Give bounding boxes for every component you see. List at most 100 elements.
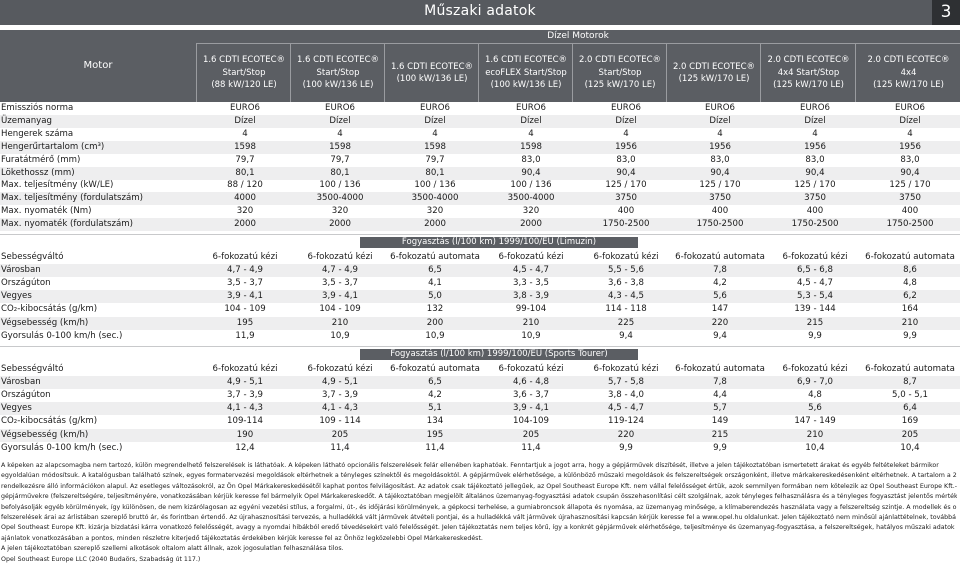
table-cell: 6-fokozatú automata: [675, 364, 765, 374]
engine-column-line: (100 kW/136 LE): [396, 74, 468, 84]
table-cell: Dízel: [804, 115, 826, 126]
table-cell: Dízel: [234, 115, 256, 126]
table-cell: 1598: [234, 141, 256, 152]
engine-column-line: (100 kW/136 LE): [490, 80, 562, 91]
disclaimer-line: befolyásolják egyéb körülmények, így kül…: [1, 503, 957, 511]
table-cell: 4: [717, 128, 723, 139]
table-row: Sebességváltó 6-fokozatú kézi 6-fokozatú k…: [0, 363, 960, 376]
row-label: Vegyes: [1, 403, 32, 414]
table-cell: 4,5 - 4,7: [513, 265, 549, 276]
table-cell: 320: [236, 206, 254, 217]
table-cell: 320: [426, 206, 444, 217]
table-cell: 104 - 109: [224, 304, 266, 315]
table-cell: 11,4: [330, 442, 350, 453]
table-cell: 210: [522, 317, 540, 328]
table-cell: 4: [432, 128, 438, 139]
table-cell: 5,1: [428, 403, 442, 414]
table-cell: EURO6: [611, 103, 641, 113]
table-row: Vegyes 3,9 - 4,1 3,9 - 4,1 5,0 3,8 - 3,9 4,3 …: [0, 290, 960, 304]
table-cell: EURO6: [705, 103, 735, 113]
row-label: Országúton: [1, 278, 51, 289]
motor-label: Motor: [83, 60, 113, 71]
engine-column-header: 1.6 CDTI ECOTEC® Start/Stop (88 kW/120 LE): [196, 44, 291, 102]
table-cell: 3750: [899, 193, 921, 204]
engine-column-header: 2.0 CDTI ECOTEC® 4x4 Start/Stop (125 kW/17…: [760, 44, 856, 102]
engine-column-line: (125 kW/170 LE): [584, 80, 656, 91]
section-title: Fogyasztás (l/100 km) 1999/100/EU (Sport…: [360, 349, 638, 360]
table-cell: 1598: [329, 141, 351, 152]
table-cell: 6,5: [428, 265, 442, 276]
table-cell: 149: [711, 416, 729, 427]
table-cell: EURO6: [420, 103, 450, 113]
row-label: Lökethossz (mm): [1, 167, 75, 178]
table-row: Max. nyomaték (fordulatszám) 2000 2000 2000…: [0, 218, 960, 232]
table-cell: 4,6 - 4,8: [513, 377, 549, 388]
table-cell: 1750-2500: [886, 219, 934, 230]
table-cell: 6-fokozatú kézi: [593, 252, 659, 262]
table-cell: 4,8: [808, 390, 822, 401]
table-cell: EURO6: [230, 103, 260, 113]
table-cell: Dízel: [424, 115, 446, 126]
engine-column-line: 1.6 CDTI ECOTEC®: [484, 55, 568, 66]
table-cell: 320: [522, 206, 540, 217]
table-cell: 4,1 - 4,3: [322, 403, 358, 414]
table-cell: 4,4: [713, 390, 727, 401]
row-label: Gyorsulás 0-100 km/h (sec.): [1, 442, 123, 453]
table-cell: 11,9: [235, 330, 255, 341]
table-row: Furatátmérő (mm) 79,7 79,7 79,7 83,0 83,0 83,0…: [0, 154, 960, 167]
table-cell: 3500-4000: [507, 193, 555, 204]
table-cell: 88 / 120: [227, 180, 263, 191]
engine-column-header: 2.0 CDTI ECOTEC® 4x4 (125 kW/170 LE): [855, 44, 960, 102]
table-cell: 4,8: [903, 278, 917, 289]
table-cell: 2000: [424, 219, 446, 230]
table-cell: 320: [331, 206, 349, 217]
engine-column-header: 2.0 CDTI ECOTEC® (125 kW/170 LE): [666, 44, 761, 102]
table-cell: EURO6: [325, 103, 355, 113]
table-cell: 6-fokozatú automata: [390, 252, 480, 262]
table-cell: 215: [806, 317, 824, 328]
engine-column-line: Start/Stop: [598, 67, 642, 78]
table-cell: 215: [711, 429, 729, 440]
table-cell: 400: [806, 206, 824, 217]
table-cell: 100 / 136: [510, 180, 552, 191]
table-cell: 5,5 - 5,6: [608, 265, 644, 276]
consumption-section-header: Fogyasztás (l/100 km) 1999/100/EU (Limuz…: [0, 234, 960, 249]
table-row: Sebességváltó 6-fokozatú kézi 6-fokozatú k…: [0, 251, 960, 264]
table-cell: 80,1: [235, 167, 255, 178]
table-cell: Dízel: [520, 115, 542, 126]
table-cell: 3750: [709, 193, 731, 204]
table-cell: 5,6: [808, 403, 822, 414]
table-cell: 400: [901, 206, 919, 217]
engine-column-line: 1.6 CDTI ECOTEC®: [296, 55, 380, 66]
table-row: Max. teljesítmény (fordulatszám) 4000 3500…: [0, 192, 960, 206]
table-cell: 83,0: [900, 154, 920, 165]
engine-column-header: 2.0 CDTI ECOTEC® Start/Stop (125 kW/170 LE…: [572, 44, 667, 102]
engine-column-line: (125 kW/170 LE): [678, 74, 750, 84]
table-cell: Dízel: [899, 115, 921, 126]
table-cell: 9,9: [903, 330, 917, 341]
table-cell: 147 - 149: [794, 416, 836, 427]
row-label: Hengerűrtartalom (cm³): [1, 141, 105, 152]
table-cell: 1956: [615, 141, 637, 152]
table-row: Max. teljesítmény (kW/LE) 88 / 120 100 / 1…: [0, 179, 960, 192]
table-cell: 400: [617, 206, 635, 217]
table-cell: 3,9 - 4,1: [227, 291, 263, 302]
table-cell: 4,9 - 5,1: [322, 377, 358, 388]
table-cell: 2000: [329, 219, 351, 230]
table-cell: 147: [711, 304, 729, 315]
table-cell: 3,6 - 3,7: [513, 390, 549, 401]
row-label: Max. nyomaték (Nm): [1, 206, 92, 217]
table-cell: 3,7 - 3,9: [227, 390, 263, 401]
table-cell: 100 / 136: [319, 180, 361, 191]
table-row: CO₂-kibocsátás (g/km) 109-114 109 - 114 134…: [0, 415, 960, 428]
table-cell: 3500-4000: [316, 193, 364, 204]
disclaimer-line: gépjárművekre (felszereltségére, teljesí…: [1, 493, 957, 501]
engine-column-line: Start/Stop: [316, 67, 360, 78]
page-title: Műszaki adatok: [424, 3, 536, 19]
disclaimer-line: egyoldalúan módosítsuk. A katalógusban t…: [1, 472, 957, 480]
disclaimer-line: Opel Southeast Europe LLC (2040 Budaörs,…: [1, 555, 201, 563]
table-cell: 4000: [234, 193, 256, 204]
table-cell: 4,1: [428, 278, 442, 289]
table-row: Vegyes 4,1 - 4,3 4,1 - 4,3 5,1 3,9 - 4,1 4,5 …: [0, 402, 960, 416]
row-label: Max. nyomaték (fordulatszám): [1, 219, 133, 230]
